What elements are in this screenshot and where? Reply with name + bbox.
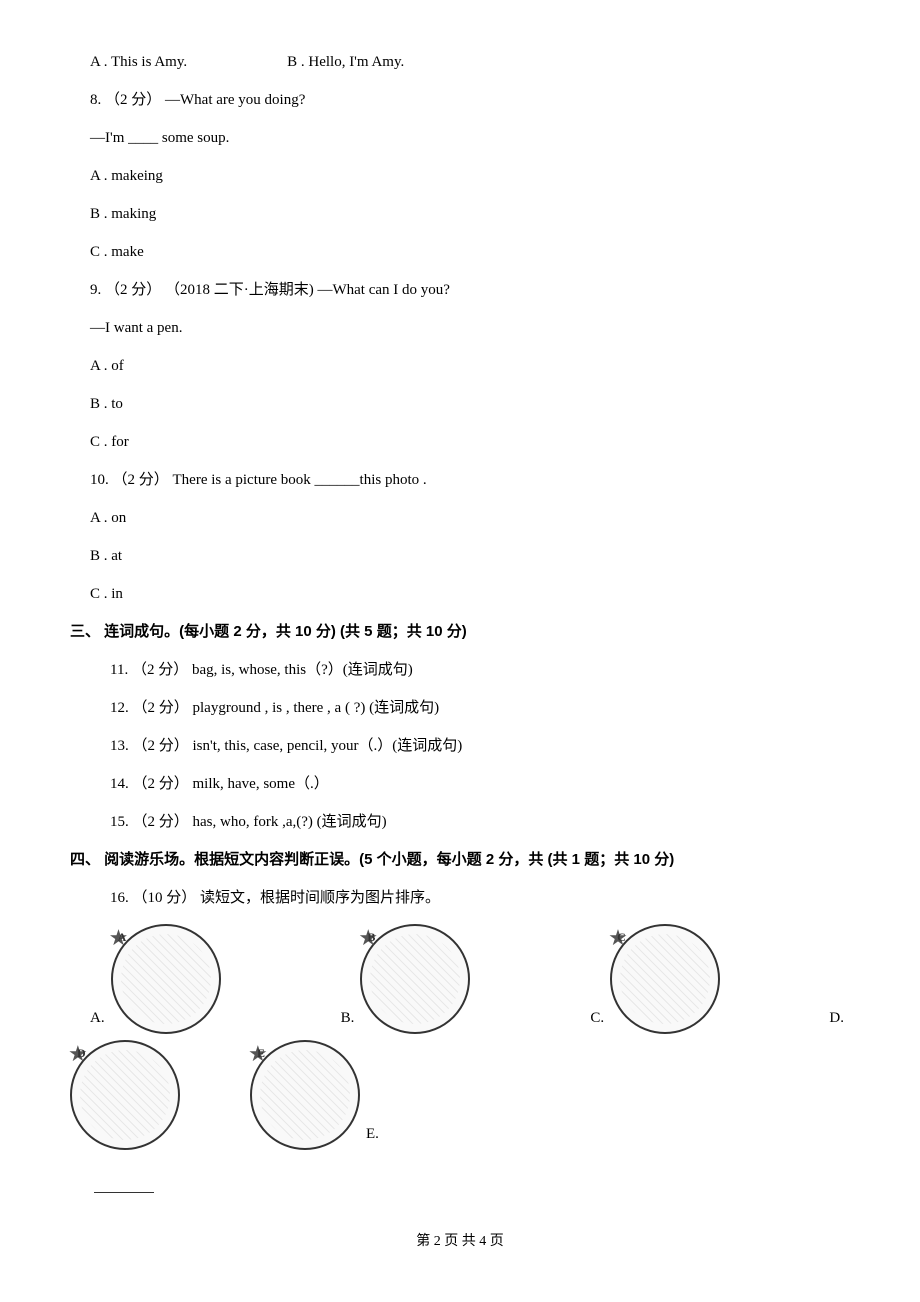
img-e: ★ E (250, 1040, 360, 1150)
img-d: ★ D (70, 1040, 180, 1150)
q8-header: 8. （2 分） —What are you doing? (70, 88, 850, 112)
section3-title: 三、 连词成句。(每小题 2 分，共 10 分) (共 5 题；共 10 分) (70, 620, 850, 644)
page-footer: 第 2 页 共 4 页 (70, 1231, 850, 1253)
q11: 11. （2 分） bag, is, whose, this（?）(连词成句) (70, 658, 850, 682)
section4-title: 四、 阅读游乐场。根据短文内容判断正误。(5 个小题，每小题 2 分，共 (共 … (70, 848, 850, 872)
q10-header: 10. （2 分） There is a picture book ______… (70, 468, 850, 492)
q8-opt-c: C . make (70, 240, 850, 264)
q9-opt-c: C . for (70, 430, 850, 454)
q9-header: 9. （2 分） （2018 二下·上海期末) —What can I do y… (70, 278, 850, 302)
blank-line (70, 1162, 850, 1201)
q7-opt-b: B . Hello, I'm Amy. (287, 50, 404, 74)
q9-opt-a: A . of (70, 354, 850, 378)
star-letter-d: D (77, 1044, 86, 1063)
star-letter-b: B (367, 928, 375, 947)
q10-opt-a: A . on (70, 506, 850, 530)
q13: 13. （2 分） isn't, this, case, pencil, you… (70, 734, 850, 758)
img-label-c: C. (590, 1006, 604, 1034)
q10-opt-c: C . in (70, 582, 850, 606)
q8-line2: —I'm ____ some soup. (70, 126, 850, 150)
q7-options: A . This is Amy. B . Hello, I'm Amy. (70, 50, 850, 74)
img-label-a: A. (90, 1006, 105, 1034)
img-b: ★ B (360, 924, 470, 1034)
q10-opt-b: B . at (70, 544, 850, 568)
q12: 12. （2 分） playground , is , there , a ( … (70, 696, 850, 720)
star-letter-e: E (257, 1044, 265, 1063)
q9-line2: —I want a pen. (70, 316, 850, 340)
star-letter-a: A (118, 928, 127, 947)
q16: 16. （10 分） 读短文，根据时间顺序为图片排序。 (70, 886, 850, 910)
image-row-1: A. ★ A B. ★ B C. ★ C D. (70, 924, 850, 1034)
fill-blank[interactable] (94, 1192, 154, 1193)
q8-opt-a: A . makeing (70, 164, 850, 188)
img-label-d: D. (829, 1006, 844, 1034)
image-row-2: ★ D ★ E E. (70, 1040, 850, 1150)
q15: 15. （2 分） has, who, fork ,a,(?) (连词成句) (70, 810, 850, 834)
img-label-e: E. (366, 1122, 379, 1150)
img-a: ★ A (111, 924, 221, 1034)
img-label-b: B. (341, 1006, 355, 1034)
star-letter-c: C (617, 928, 626, 947)
img-c: ★ C (610, 924, 720, 1034)
q8-opt-b: B . making (70, 202, 850, 226)
q7-opt-a: A . This is Amy. (90, 50, 187, 74)
q14: 14. （2 分） milk, have, some（.） (70, 772, 850, 796)
q9-opt-b: B . to (70, 392, 850, 416)
